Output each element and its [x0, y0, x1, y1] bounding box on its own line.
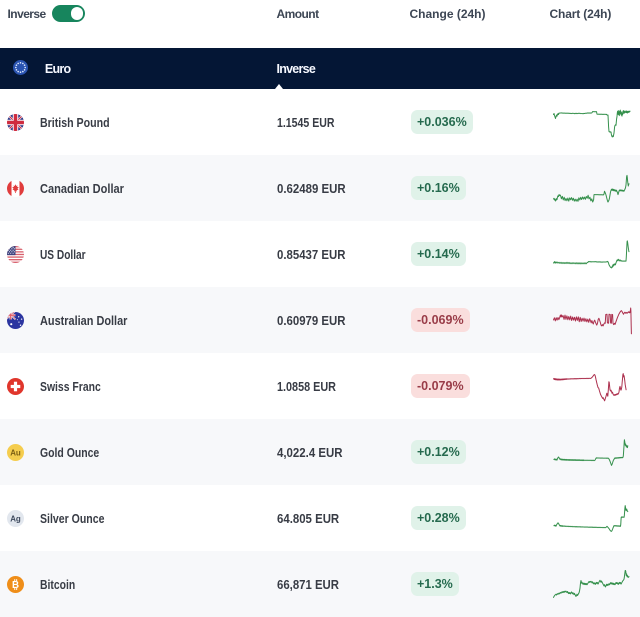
svg-text:B: B: [12, 580, 19, 591]
svg-text:Au: Au: [10, 448, 21, 457]
svg-text:Ag: Ag: [10, 514, 21, 523]
